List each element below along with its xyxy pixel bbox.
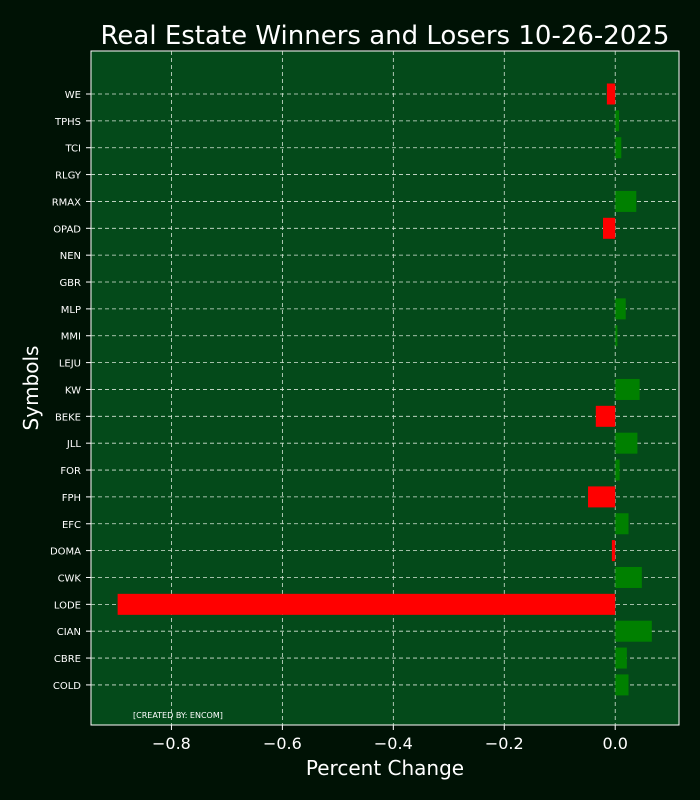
y-tick-label: OPAD bbox=[53, 224, 81, 235]
x-tick-label: −0.8 bbox=[152, 734, 191, 753]
y-tick-label: CIAN bbox=[57, 627, 81, 638]
x-tick-label: −0.6 bbox=[263, 734, 302, 753]
bar-beke bbox=[595, 405, 616, 427]
bar-mmi bbox=[615, 325, 618, 347]
y-tick-label: RLGY bbox=[55, 171, 82, 182]
y-tick-label: FPH bbox=[62, 493, 81, 504]
grid-lines bbox=[91, 51, 679, 725]
chart-title: Real Estate Winners and Losers 10-26-202… bbox=[101, 21, 670, 51]
x-axis-label: Percent Change bbox=[306, 756, 464, 780]
bar-lode bbox=[117, 593, 616, 615]
bar-cbre bbox=[615, 647, 627, 669]
bars bbox=[117, 83, 652, 696]
bar-rmax bbox=[615, 190, 637, 212]
x-tick-labels: −0.8 −0.6 −0.4 −0.2 0.0 bbox=[152, 725, 628, 753]
plot-area bbox=[90, 50, 680, 726]
y-tick-label: CWK bbox=[58, 573, 82, 584]
y-tick-label: WE bbox=[65, 90, 81, 101]
y-tick-label: NEN bbox=[60, 251, 81, 262]
y-tick-label: COLD bbox=[53, 681, 81, 692]
bar-fph bbox=[588, 486, 616, 508]
bar-we bbox=[606, 83, 616, 105]
bar-cwk bbox=[615, 566, 642, 588]
y-tick-label: GBR bbox=[59, 278, 81, 289]
x-tick-label: 0.0 bbox=[602, 734, 627, 753]
bar-opad bbox=[603, 217, 616, 239]
y-tick-label: LODE bbox=[54, 600, 81, 611]
bar-for bbox=[615, 459, 620, 481]
bar-tphs bbox=[615, 110, 620, 132]
bar-cian bbox=[615, 620, 652, 642]
y-tick-label: TCI bbox=[65, 144, 81, 155]
y-tick-label: JLL bbox=[66, 439, 82, 450]
bar-doma bbox=[611, 540, 616, 562]
y-tick-label: CBRE bbox=[54, 654, 81, 665]
y-tick-label: MMI bbox=[61, 332, 81, 343]
bar-mlp bbox=[615, 298, 626, 320]
y-axis-label: Symbols bbox=[19, 346, 43, 431]
bar-cold bbox=[615, 674, 629, 696]
bar-efc bbox=[615, 513, 629, 535]
credit-annotation: [CREATED BY: ENCOM] bbox=[133, 711, 223, 720]
bar-tci bbox=[615, 137, 622, 159]
y-tick-label: DOMA bbox=[50, 547, 81, 558]
bar-kw bbox=[615, 378, 640, 400]
x-tick-label: −0.4 bbox=[374, 734, 413, 753]
y-tick-label: KW bbox=[65, 385, 81, 396]
y-tick-label: RMAX bbox=[52, 197, 81, 208]
y-tick-label: FOR bbox=[60, 466, 81, 477]
y-tick-label: LEJU bbox=[59, 359, 81, 370]
y-tick-label: EFC bbox=[62, 520, 81, 531]
y-tick-labels: WE TPHS TCI RLGY RMAX OPAD NEN GBR MLP MMI LEJU KW B… bbox=[50, 90, 91, 692]
x-tick-label: −0.2 bbox=[485, 734, 524, 753]
bar-jll bbox=[615, 432, 638, 454]
y-tick-label: MLP bbox=[61, 305, 81, 316]
y-tick-label: TPHS bbox=[54, 117, 81, 128]
y-tick-label: BEKE bbox=[55, 412, 81, 423]
